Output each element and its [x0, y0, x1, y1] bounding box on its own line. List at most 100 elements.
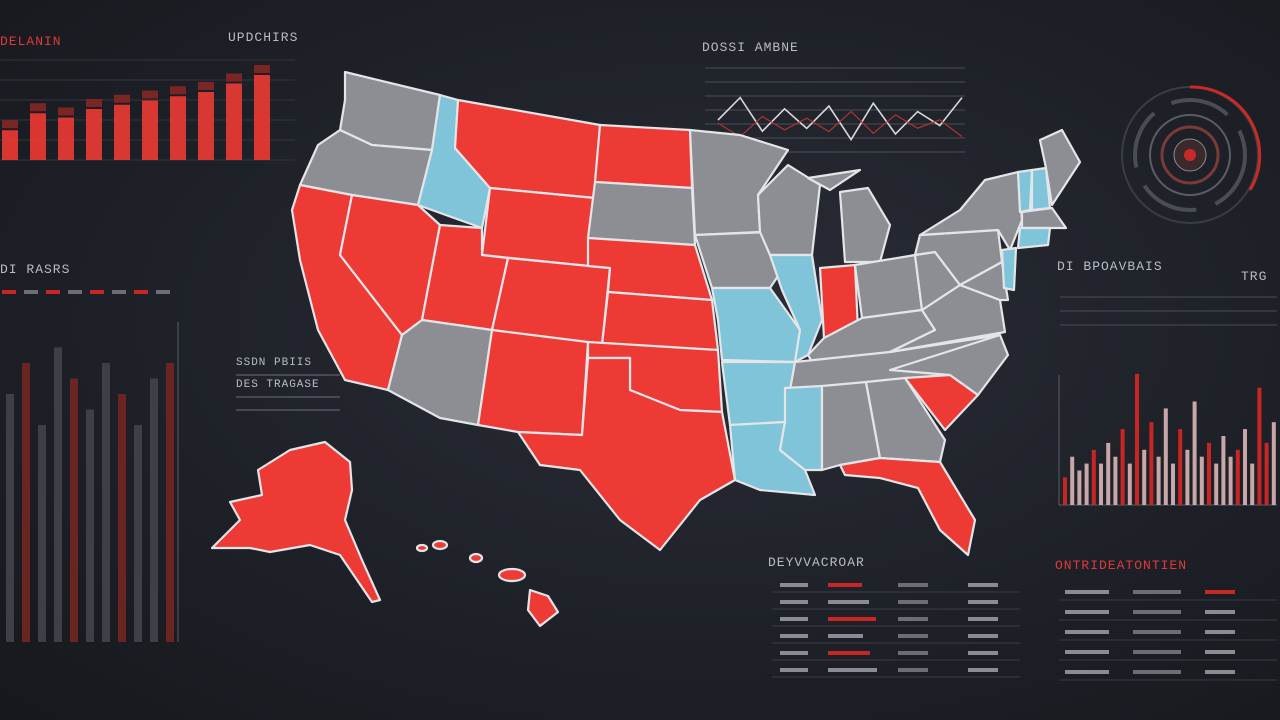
bar [1185, 449, 1190, 505]
cell-bar [968, 600, 998, 604]
bottom-center-panel: DEYVVACROAR [768, 555, 1028, 685]
column [6, 394, 14, 642]
bar [1250, 463, 1255, 505]
cell-bar [1133, 610, 1181, 614]
radar-panel [1110, 80, 1280, 230]
column [70, 378, 78, 642]
series-line [717, 96, 963, 142]
cell-bar [780, 583, 808, 587]
state-ak [210, 440, 382, 604]
state-il [768, 253, 824, 364]
cell-bar [1133, 670, 1181, 674]
top-left-grey-label: UPDCHIRS [228, 30, 299, 45]
cell-bar [780, 600, 808, 604]
column [54, 347, 62, 642]
bar [1163, 408, 1168, 505]
right-short-label: TRG [1241, 269, 1268, 284]
bar [1077, 470, 1082, 505]
cell-bar [1065, 590, 1109, 594]
bar [1235, 449, 1240, 505]
cell-bar [1133, 650, 1181, 654]
bottom-center-label: DEYVVACROAR [768, 555, 865, 570]
cell-bar [1205, 630, 1235, 634]
top-left-chart-panel: DELANIN UPDCHIRS [0, 30, 300, 170]
cell-bar [828, 668, 877, 672]
cell-bar [780, 634, 808, 638]
mid-left-column-chart [2, 290, 179, 642]
column [86, 409, 94, 642]
state-ma [1020, 206, 1068, 230]
bar [58, 117, 74, 160]
column [118, 394, 126, 642]
cell-bar [780, 651, 808, 655]
cell-bar [780, 617, 808, 621]
bar [1228, 456, 1233, 505]
bar [1127, 463, 1132, 505]
bar [1156, 456, 1161, 505]
header-tick [2, 290, 16, 294]
bar-cap [86, 99, 102, 107]
bar-cap [58, 107, 74, 116]
state-ia [693, 230, 784, 290]
cell-bar [968, 668, 998, 672]
bar [142, 100, 158, 160]
bar [1120, 429, 1125, 505]
cell-bar [1065, 650, 1109, 654]
header-tick [68, 290, 82, 294]
state-vt [1016, 168, 1034, 214]
cell-bar [1065, 670, 1109, 674]
cell-bar [1205, 590, 1235, 594]
bar-cap [30, 103, 46, 112]
bar [1207, 442, 1211, 505]
bar [1084, 463, 1089, 505]
center-left-title: SSDN PBIIS [236, 357, 313, 369]
state-sd [586, 180, 697, 247]
mid-left-panel: DI RASRS [0, 262, 190, 652]
bar-cap [114, 94, 130, 103]
state-az [386, 318, 494, 427]
state-hi [415, 539, 560, 628]
state-ga [864, 376, 947, 464]
cell-bar [828, 583, 862, 587]
column [166, 363, 174, 642]
cell-bar [1065, 630, 1109, 634]
state-wy [480, 186, 597, 268]
header-tick [24, 290, 38, 294]
top-center-line-panel: DOSSI AMBNE [700, 40, 970, 170]
bar [1106, 442, 1111, 505]
state-fl [838, 456, 977, 557]
bar [1264, 442, 1269, 505]
state-ks [600, 290, 720, 352]
state-mi [806, 168, 892, 264]
state-ct [1016, 226, 1052, 250]
bar-cap [170, 86, 186, 95]
cell-bar [898, 600, 928, 604]
cell-bar [898, 634, 928, 638]
cell-bar [898, 668, 928, 672]
state-nj [1000, 246, 1018, 292]
state-oh [853, 253, 924, 320]
header-tick [156, 290, 170, 294]
header-tick [46, 290, 60, 294]
bar [1214, 463, 1219, 505]
right-title-label: DI BPOAVBAIS [1057, 259, 1163, 274]
bottom-right-table [1059, 590, 1277, 681]
bottom-right-red-label: ONTRIDEATONTIEN [1055, 558, 1188, 573]
top-left-red-label: DELANIN [0, 34, 62, 49]
cell-bar [1205, 610, 1235, 614]
mid-left-label: DI RASRS [0, 262, 71, 277]
bar [1271, 422, 1276, 505]
header-tick [112, 290, 126, 294]
column [134, 425, 142, 642]
top-center-line-chart [705, 67, 965, 153]
cell-bar [1205, 650, 1235, 654]
bar-cap [198, 82, 214, 90]
bar [1243, 429, 1247, 505]
bottom-right-panel: ONTRIDEATONTIEN [1055, 558, 1280, 688]
bar [86, 109, 102, 160]
cell-bar [828, 617, 876, 621]
cell-bar [1065, 610, 1109, 614]
cell-bar [1133, 590, 1181, 594]
bar [1063, 477, 1067, 505]
